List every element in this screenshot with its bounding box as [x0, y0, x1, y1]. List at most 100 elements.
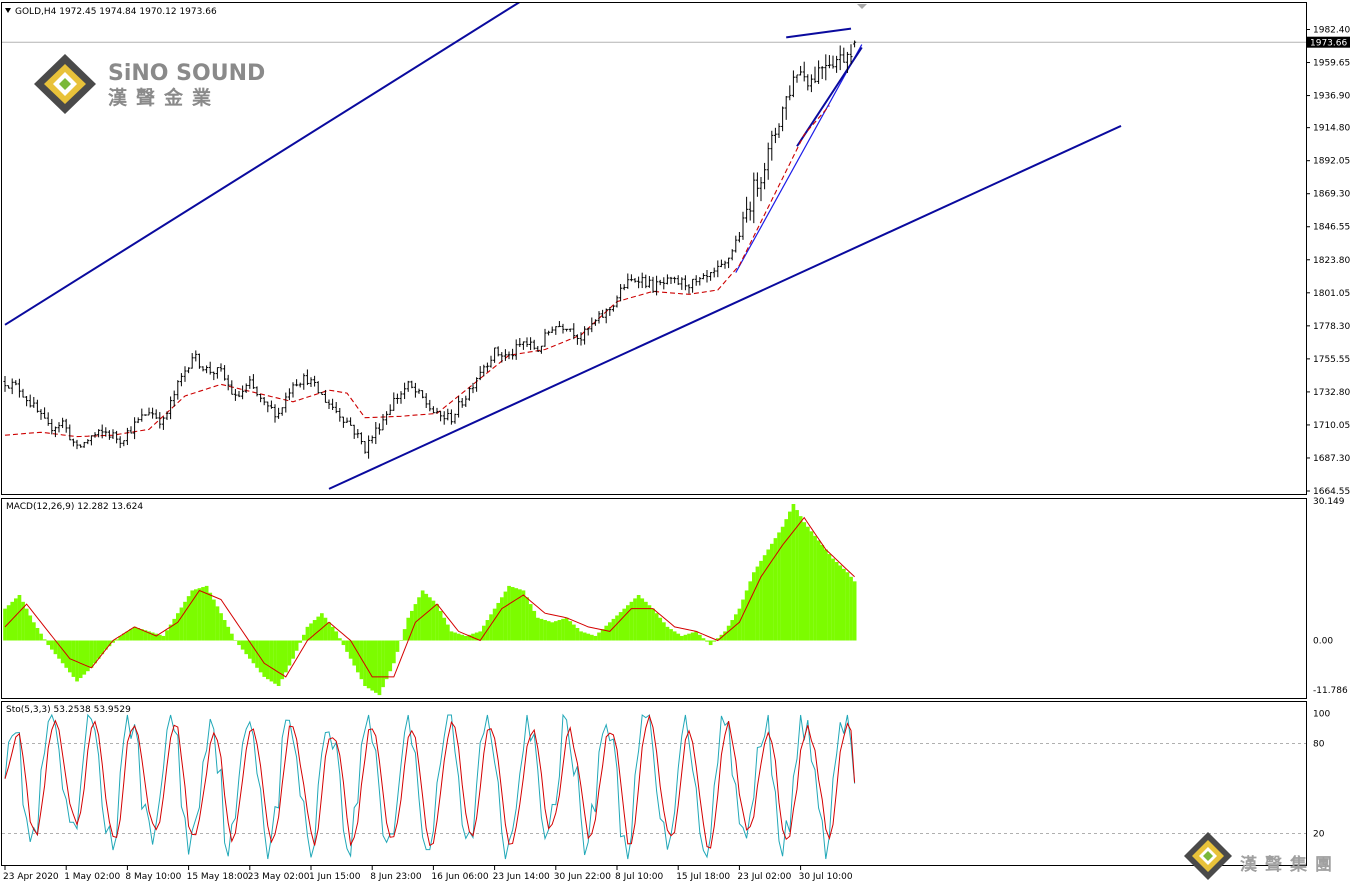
ohlc-bar — [17, 378, 21, 398]
ohlc-bar — [838, 45, 842, 71]
ohlc-bar — [568, 328, 572, 332]
ohlc-bar — [53, 426, 57, 438]
ohlc-bar — [719, 259, 723, 268]
ohlc-bar — [723, 260, 727, 269]
price-tick-label: 1710.05 — [1313, 421, 1350, 431]
ohlc-bar — [417, 388, 421, 394]
price-tick-label: 1687.30 — [1313, 454, 1350, 464]
ohlc-bar — [107, 430, 111, 440]
sto-main-line — [4, 713, 856, 860]
time-tick-label: 15 May 18:00 — [187, 872, 249, 882]
trend-support-line — [735, 44, 863, 273]
ohlc-bar — [392, 392, 396, 411]
ohlc-bar — [457, 396, 461, 418]
macd-histogram-bar — [100, 640, 105, 655]
ohlc-bar — [705, 270, 709, 283]
price-clip-group — [3, 3, 1122, 490]
price-tick-label: 1823.80 — [1313, 256, 1350, 266]
macd-histogram-bar — [186, 596, 191, 641]
ohlc-bar — [489, 355, 493, 368]
ohlc-bar — [7, 385, 11, 389]
ohlc-bar — [550, 326, 554, 333]
macd-histogram-bar — [651, 608, 655, 641]
time-tick-label: 15 Jul 18:00 — [676, 872, 730, 882]
ohlc-bar — [514, 339, 518, 360]
macd-histogram-bar — [723, 631, 727, 641]
macd-histogram-bar — [212, 599, 216, 641]
ohlc-bar — [842, 47, 846, 63]
ohlc-bar — [345, 417, 349, 423]
macd-histogram-bar — [3, 608, 7, 641]
macd-histogram-bar — [539, 618, 544, 641]
ohlc-bar — [93, 432, 97, 438]
macd-histogram-bar — [446, 624, 450, 641]
ohlc-bar — [370, 435, 374, 444]
macd-histogram-bar — [842, 568, 846, 641]
ohlc-bar — [136, 417, 140, 424]
macd-histogram-bar — [57, 640, 61, 659]
ohlc-bar — [172, 390, 176, 407]
ohlc-bar — [57, 422, 61, 433]
macd-histogram-bar — [86, 640, 90, 672]
macd-histogram-bar — [586, 633, 591, 641]
ohlc-bar — [291, 382, 295, 398]
ohlc-bar — [399, 391, 403, 404]
macd-histogram-bar — [525, 597, 529, 641]
watermark-logo: 漢聲集團 — [1184, 832, 1332, 880]
ohlc-bar — [431, 406, 435, 414]
macd-histogram-bar — [658, 617, 663, 641]
macd-histogram-bar — [125, 631, 130, 641]
macd-histogram-bar — [395, 640, 400, 652]
macd-histogram-bar — [341, 640, 346, 646]
macd-histogram-bar — [741, 599, 745, 641]
ohlc-bar — [143, 414, 147, 416]
macd-histogram-bar — [366, 640, 371, 689]
macd-histogram-bar — [78, 640, 83, 679]
ohlc-bar — [622, 284, 626, 291]
macd-histogram-bar — [561, 618, 565, 641]
macd-histogram-bar — [384, 640, 389, 680]
macd-tick-label: 30.149 — [1313, 497, 1345, 507]
macd-histogram-bar — [676, 633, 681, 641]
ohlc-bar — [557, 321, 561, 328]
ohlc-bar — [169, 396, 173, 420]
macd-histogram-bar — [683, 634, 688, 641]
price-tick-label: 1778.30 — [1313, 322, 1350, 332]
macd-histogram-bar — [521, 590, 526, 641]
macd-histogram-bar — [352, 640, 357, 666]
ohlc-bar — [21, 388, 25, 398]
ohlc-bar — [475, 377, 479, 392]
macd-histogram-bar — [784, 519, 789, 641]
macd-histogram-bar — [68, 640, 72, 673]
time-tick-label: 8 Jun 23:00 — [370, 872, 422, 882]
macd-histogram-bar — [687, 633, 691, 641]
macd-histogram-bar — [320, 613, 324, 641]
price-tick-label: 1959.65 — [1313, 59, 1350, 69]
collapse-triangle-icon[interactable] — [5, 8, 11, 13]
price-tick-label: 1869.30 — [1313, 190, 1350, 200]
macd-histogram-bar — [406, 617, 411, 641]
ohlc-bar — [327, 399, 331, 410]
macd-histogram-bar — [712, 640, 717, 642]
macd-histogram-bar — [759, 560, 763, 641]
ohlc-bar — [629, 274, 633, 282]
shift-end-marker-icon[interactable] — [857, 4, 867, 9]
macd-histogram-bar — [104, 640, 108, 650]
current-price-marker: 1973.66 — [1307, 36, 1350, 49]
macd-histogram-bar — [143, 630, 148, 641]
macd-histogram-bar — [622, 608, 627, 641]
macd-histogram-bar — [129, 629, 133, 641]
ohlc-bar — [356, 429, 360, 439]
sto-signal-line — [4, 714, 856, 849]
ohlc-bar — [709, 272, 713, 281]
ohlc-bar — [406, 380, 410, 392]
macd-histogram-bar — [294, 640, 299, 651]
ohlc-bar — [795, 74, 799, 83]
macd-histogram-bar — [816, 540, 821, 641]
macd-histogram-bar — [734, 614, 738, 641]
ohlc-bar — [727, 257, 731, 269]
time-tick-label: 8 May 10:00 — [125, 872, 181, 882]
ohlc-bar — [230, 380, 234, 395]
ohlc-bar — [266, 401, 270, 413]
